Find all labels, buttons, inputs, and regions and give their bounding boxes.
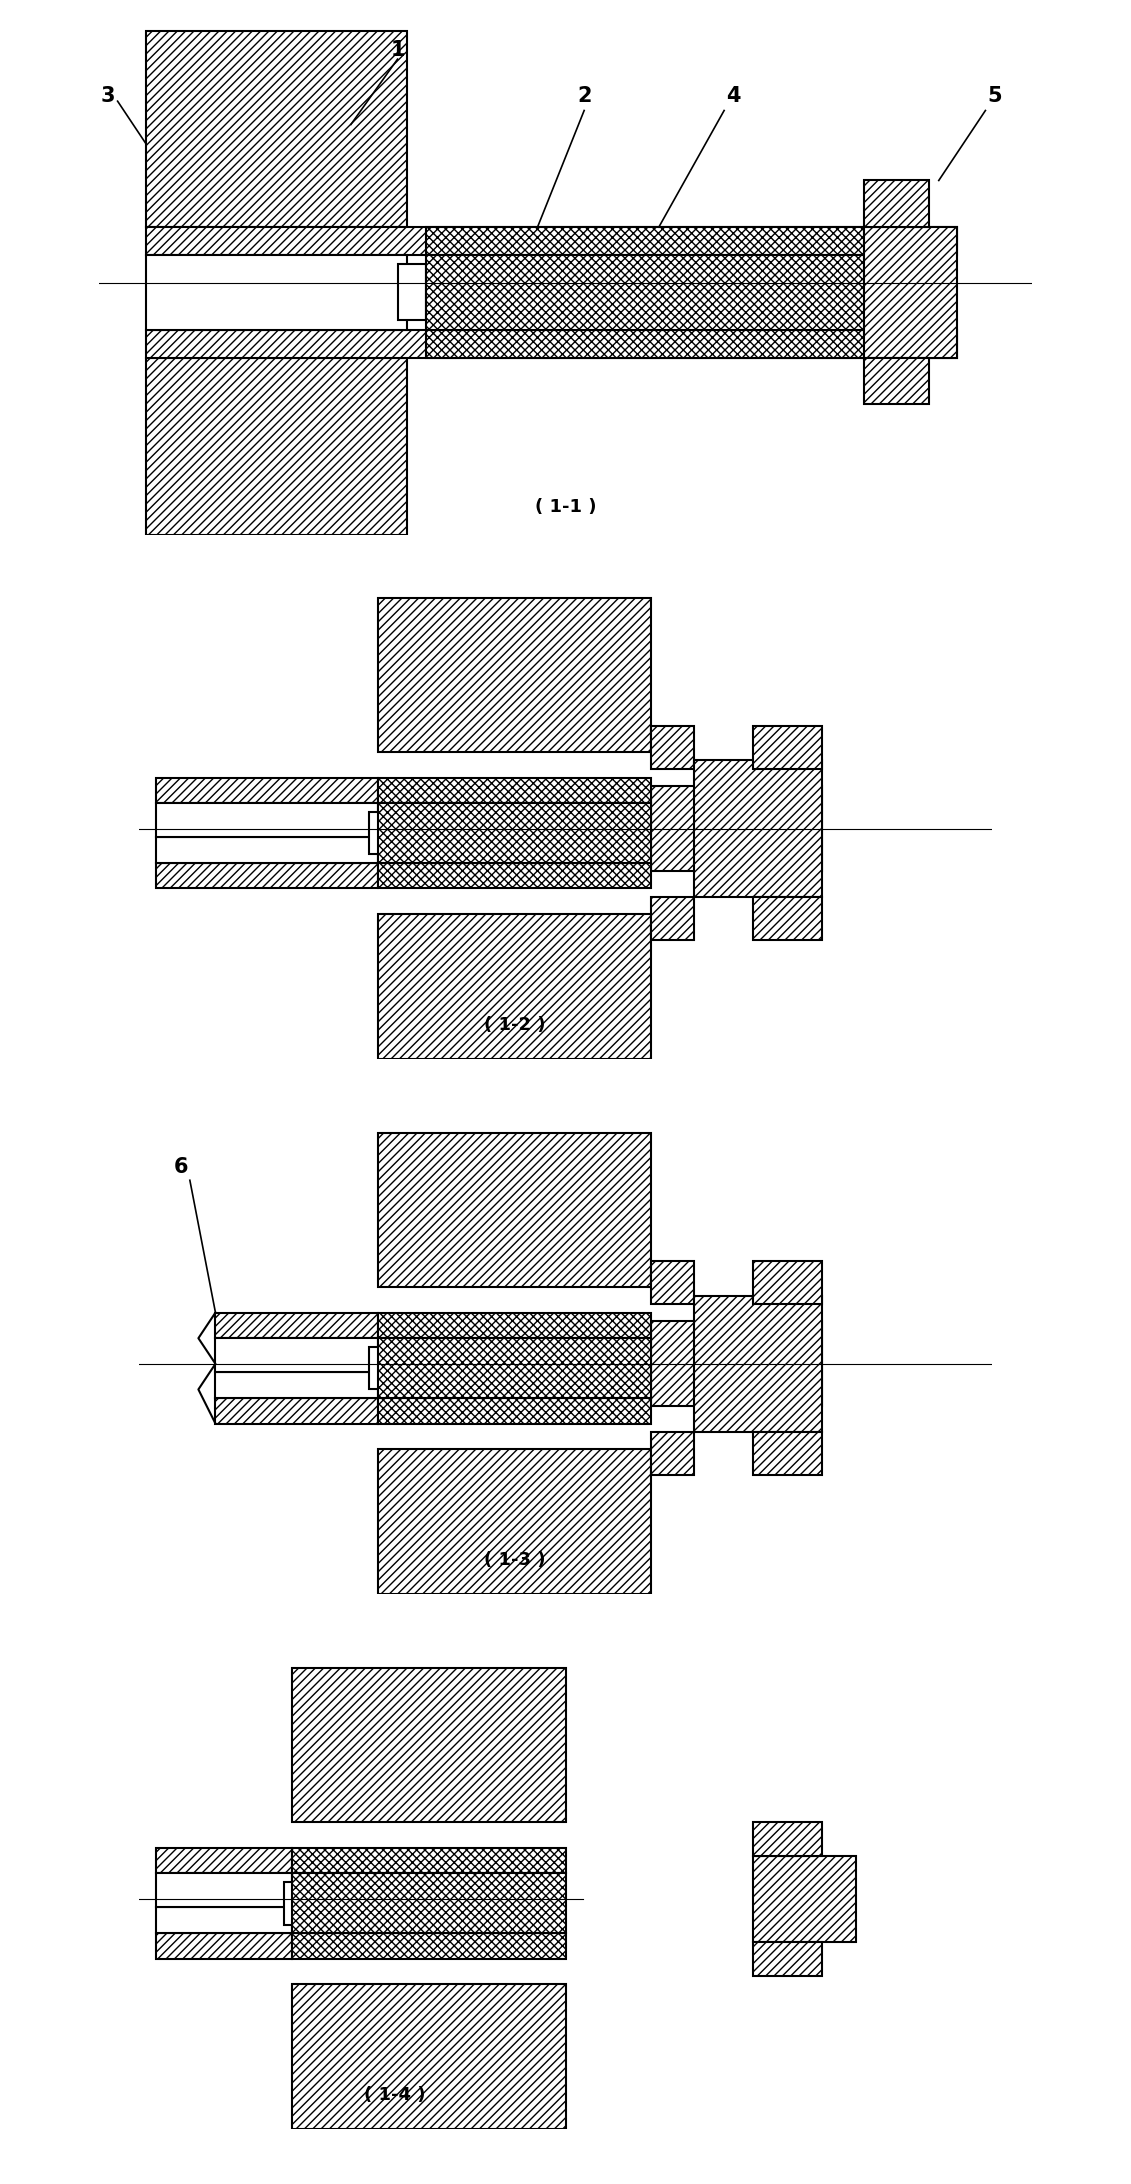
- Bar: [292, 1848, 566, 1874]
- Bar: [378, 778, 650, 804]
- Bar: [378, 1313, 650, 1339]
- Bar: [216, 1372, 378, 1398]
- Bar: [378, 915, 650, 1059]
- Bar: [425, 256, 864, 330]
- Bar: [146, 330, 958, 358]
- Bar: [378, 1450, 650, 1594]
- Text: ( 1-3 ): ( 1-3 ): [484, 1551, 545, 1568]
- Text: ( 1-4 ): ( 1-4 ): [364, 2086, 425, 2103]
- Bar: [753, 898, 821, 939]
- Text: ( 1-2 ): ( 1-2 ): [484, 1016, 545, 1033]
- Bar: [156, 863, 378, 889]
- Bar: [650, 727, 693, 769]
- Bar: [284, 1883, 310, 1924]
- Bar: [369, 1348, 395, 1389]
- Bar: [146, 256, 407, 330]
- Bar: [864, 181, 930, 227]
- Bar: [650, 1433, 693, 1474]
- Bar: [693, 760, 821, 898]
- Bar: [292, 1933, 566, 1959]
- Bar: [378, 863, 650, 889]
- Bar: [378, 598, 650, 751]
- Bar: [378, 1398, 650, 1424]
- Bar: [216, 1398, 378, 1424]
- Bar: [425, 330, 864, 358]
- Bar: [156, 778, 378, 804]
- Bar: [753, 1821, 821, 1856]
- Text: 2: 2: [577, 87, 592, 107]
- Bar: [378, 1339, 650, 1398]
- Bar: [369, 812, 395, 854]
- Bar: [650, 1262, 693, 1304]
- Bar: [397, 264, 425, 321]
- Bar: [156, 836, 378, 863]
- Bar: [156, 1848, 292, 1874]
- Bar: [864, 358, 930, 404]
- Bar: [650, 1321, 821, 1406]
- Bar: [378, 804, 650, 863]
- Text: 5: 5: [987, 87, 1002, 107]
- Bar: [292, 1985, 566, 2129]
- Bar: [292, 1874, 566, 1933]
- Bar: [146, 31, 407, 227]
- Text: 4: 4: [726, 87, 741, 107]
- Bar: [156, 1874, 292, 1907]
- Bar: [156, 1907, 292, 1933]
- Bar: [378, 1133, 650, 1286]
- Bar: [292, 1669, 566, 1821]
- Bar: [216, 1339, 378, 1372]
- Bar: [146, 358, 407, 535]
- Bar: [650, 898, 693, 939]
- Bar: [753, 1262, 821, 1304]
- Text: 1: 1: [390, 39, 405, 59]
- Bar: [753, 1433, 821, 1474]
- Bar: [156, 804, 378, 836]
- Bar: [425, 227, 864, 256]
- Bar: [156, 1933, 292, 1959]
- Bar: [693, 1295, 821, 1433]
- Bar: [753, 1856, 856, 1942]
- Bar: [650, 786, 821, 871]
- Text: 6: 6: [174, 1158, 189, 1177]
- Bar: [864, 227, 958, 358]
- Text: ( 1-1 ): ( 1-1 ): [535, 498, 596, 515]
- Bar: [753, 1942, 821, 1977]
- Bar: [146, 227, 958, 256]
- Bar: [216, 1313, 378, 1339]
- Text: 3: 3: [101, 87, 115, 107]
- Bar: [753, 727, 821, 769]
